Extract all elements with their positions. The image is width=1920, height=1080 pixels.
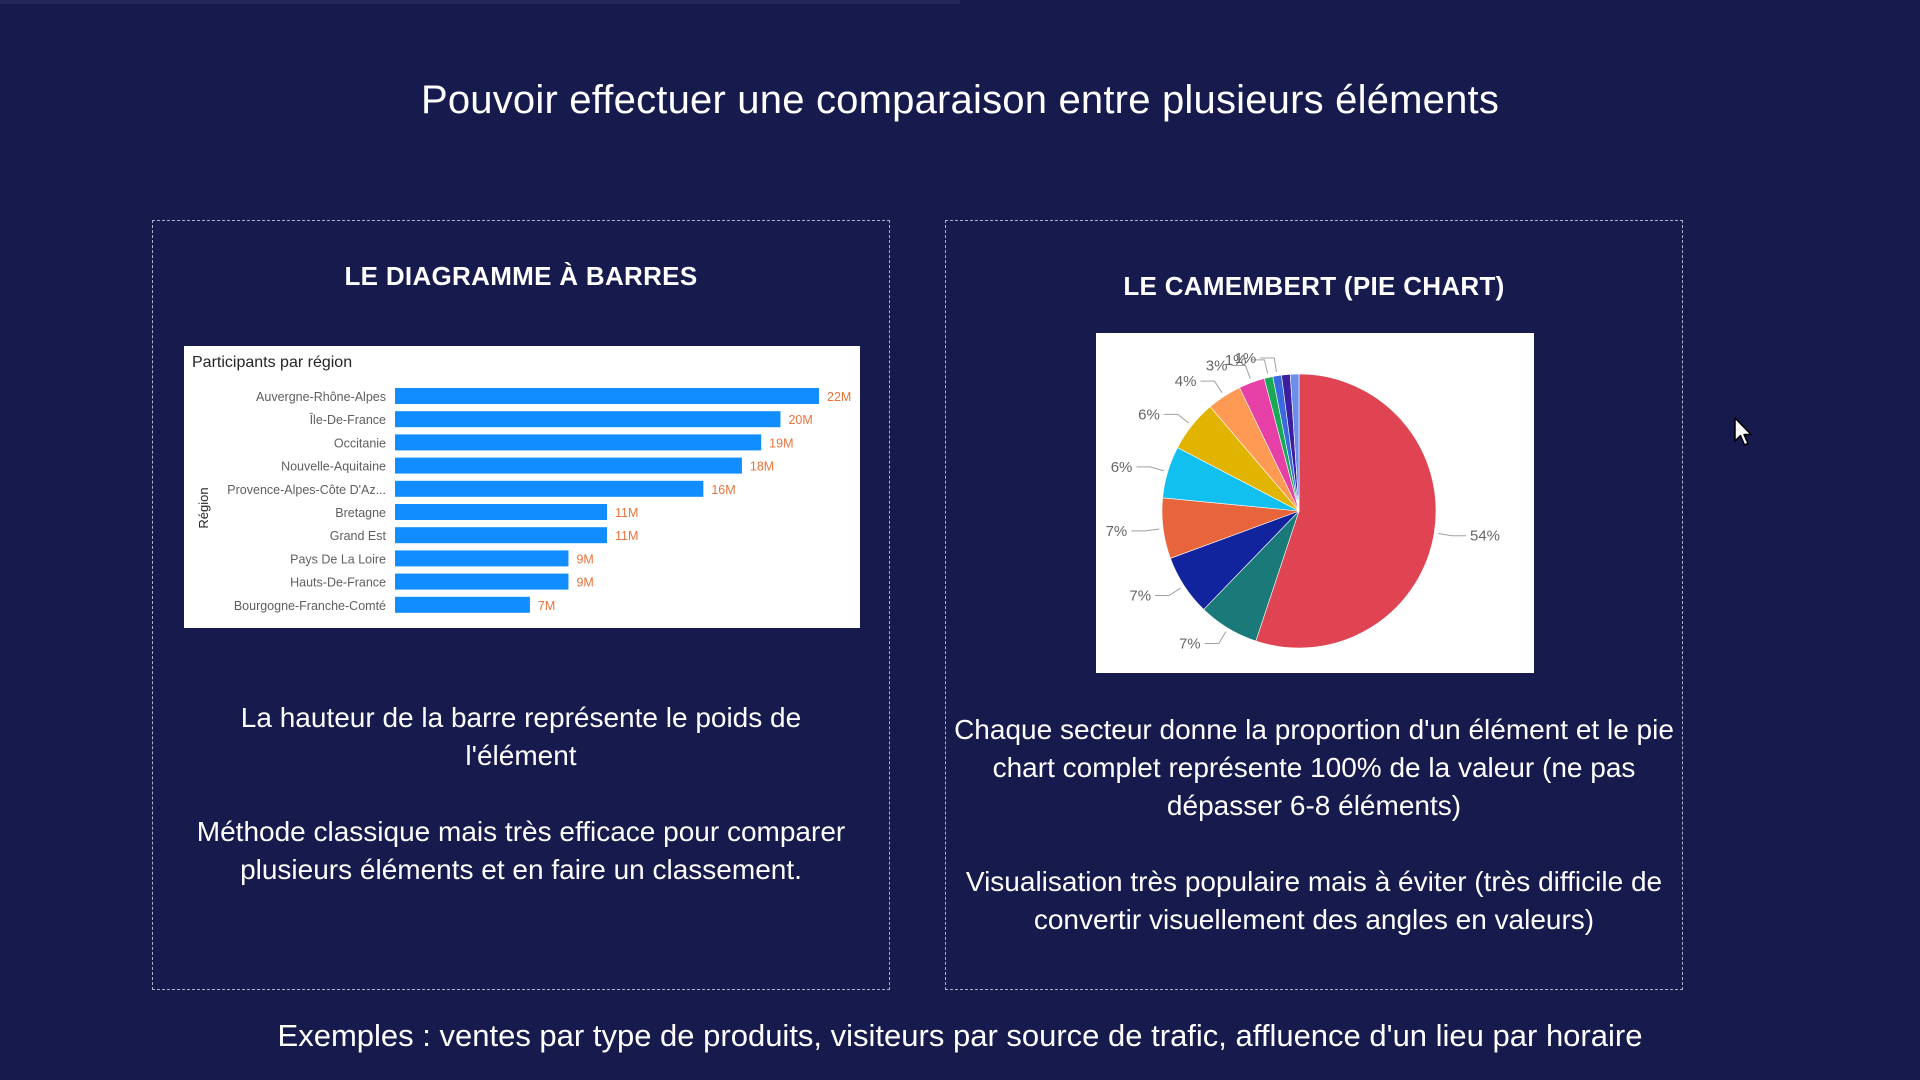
pie-chart-card: 54% 7% 7% 7% 6% 6% 4% 3% 1% 1% <box>1096 333 1534 673</box>
pie-percent-label: 4% <box>1175 373 1197 390</box>
bar-value-label: 11M <box>615 506 638 520</box>
pie-percent-label: 6% <box>1138 406 1160 423</box>
bar-value-label: 9M <box>576 552 593 566</box>
pie-chart-description: Chaque secteur donne la proportion d'un … <box>946 711 1682 977</box>
bar-category-label: Bretagne <box>335 506 386 520</box>
pie-chart-panel: LE CAMEMBERT (PIE CHART) 54% 7% 7% 7% 6% 6% 4%… <box>945 220 1683 990</box>
bar-value-label: 18M <box>750 460 774 474</box>
bar-category-label: Île-De-France <box>309 412 386 427</box>
pie-percent-label: 7% <box>1106 523 1128 540</box>
bar <box>395 411 781 428</box>
mouse-pointer-icon <box>1734 417 1752 446</box>
pie-percent-label: 3% <box>1206 358 1228 375</box>
pie-percent-label: 1% <box>1235 350 1257 367</box>
pie-leader-line <box>1131 528 1160 532</box>
bar-value-label: 20M <box>788 413 812 427</box>
bar-category-label: Hauts-De-France <box>290 576 386 590</box>
bar <box>395 550 569 567</box>
bar <box>395 527 607 544</box>
bar <box>395 434 762 451</box>
top-shade <box>0 0 960 4</box>
pie-chart: 54%7%7%7%6%6%4%3%1%1% <box>1106 350 1500 653</box>
pie-percent-label: 54% <box>1470 528 1500 545</box>
bar-category-label: Occitanie <box>334 436 386 450</box>
pie-leader-line <box>1136 466 1164 472</box>
pie-leader-line <box>1260 357 1277 372</box>
bar-chart-panel: LE DIAGRAMME À BARRES Participants par r… <box>152 220 890 990</box>
bar-value-label: 7M <box>538 599 555 613</box>
bar <box>395 457 742 474</box>
bar <box>395 480 704 497</box>
pie-leader-line <box>1250 359 1269 374</box>
pie-description-2: Visualisation très populaire mais à évit… <box>965 866 1663 935</box>
bar-chart: Participants par région Région Auvergne-Rh… <box>192 354 851 613</box>
bar <box>395 596 530 613</box>
pie-slice <box>1255 373 1437 649</box>
bar-chart-card: Participants par région Région Auvergne-Rh… <box>184 346 860 628</box>
bar-description-1: La hauteur de la barre représente le poi… <box>240 702 802 771</box>
pie-leader-line <box>1438 533 1467 537</box>
pie-percent-label: 7% <box>1129 588 1151 605</box>
bar-chart-title: Participants par région <box>192 354 352 371</box>
bar-chart-heading: LE DIAGRAMME À BARRES <box>344 261 698 291</box>
bar-value-label: 11M <box>615 529 638 543</box>
pie-leader-line <box>1155 587 1182 597</box>
pie-leader-line <box>1200 380 1223 394</box>
bar <box>395 504 607 520</box>
pie-leader-line <box>1163 413 1190 424</box>
pie-description-1: Chaque secteur donne la proportion d'un … <box>954 714 1674 821</box>
bar <box>395 573 569 590</box>
bar <box>395 388 819 404</box>
pie-percent-label: 1% <box>1225 352 1247 369</box>
bar-value-label: 19M <box>769 436 793 450</box>
examples-footer: Exemples : ventes par type de produits, … <box>277 1018 1643 1053</box>
bar-value-label: 16M <box>711 483 735 497</box>
bar-category-label: Provence-Alpes-Côte D'Az... <box>227 483 386 497</box>
pie-chart-heading: LE CAMEMBERT (PIE CHART) <box>1123 271 1505 301</box>
bar-value-label: 22M <box>827 390 851 404</box>
bar-category-label: Nouvelle-Aquitaine <box>281 460 386 474</box>
pie-percent-label: 7% <box>1179 636 1201 653</box>
bar-category-label: Grand Est <box>330 529 387 543</box>
bar-chart-ylabel: Région <box>196 487 211 528</box>
pie-slice <box>1289 373 1300 512</box>
bar-category-label: Pays De La Loire <box>290 552 386 566</box>
slide-title: Pouvoir effectuer une comparaison entre … <box>420 78 1500 122</box>
pie-percent-label: 6% <box>1111 459 1133 476</box>
bar-category-label: Bourgogne-Franche-Comté <box>234 599 386 613</box>
pie-leader-line <box>1204 631 1227 645</box>
bar-chart-description: La hauteur de la barre représente le poi… <box>153 699 889 927</box>
bar-category-label: Auvergne-Rhône-Alpes <box>256 390 386 404</box>
pie-leader-line <box>1231 365 1251 379</box>
bar-description-2: Méthode classique mais très efficace pou… <box>196 816 846 885</box>
bar-value-label: 9M <box>576 576 593 590</box>
